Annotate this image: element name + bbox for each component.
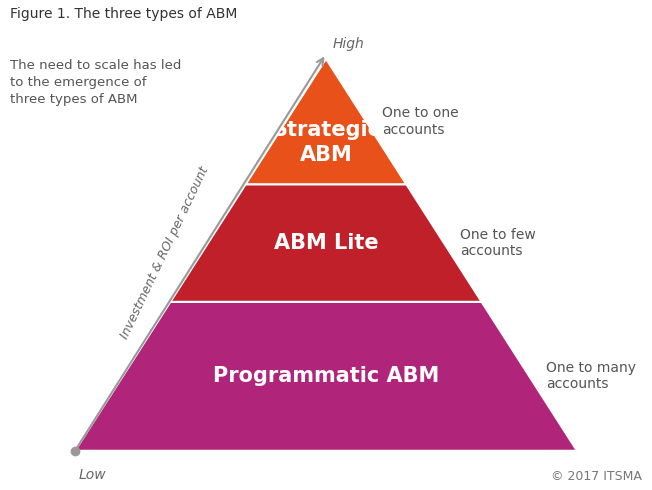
Text: ABM Lite: ABM Lite — [274, 233, 378, 253]
Text: © 2017 ITSMA: © 2017 ITSMA — [552, 469, 642, 483]
Text: One to few
accounts: One to few accounts — [460, 228, 536, 258]
Polygon shape — [170, 184, 482, 302]
Text: One to one
accounts: One to one accounts — [383, 106, 459, 137]
Text: Investment & ROI per account: Investment & ROI per account — [118, 164, 211, 341]
Text: Low: Low — [78, 468, 106, 482]
Text: Programmatic ABM: Programmatic ABM — [213, 367, 439, 386]
Polygon shape — [246, 59, 406, 184]
Text: One to many
accounts: One to many accounts — [546, 361, 636, 392]
Text: High: High — [333, 37, 364, 51]
Text: The need to scale has led
to the emergence of
three types of ABM: The need to scale has led to the emergen… — [10, 59, 181, 106]
Polygon shape — [75, 302, 577, 451]
Text: Figure 1. The three types of ABM: Figure 1. The three types of ABM — [10, 7, 237, 22]
Text: Strategic
ABM: Strategic ABM — [272, 120, 380, 165]
